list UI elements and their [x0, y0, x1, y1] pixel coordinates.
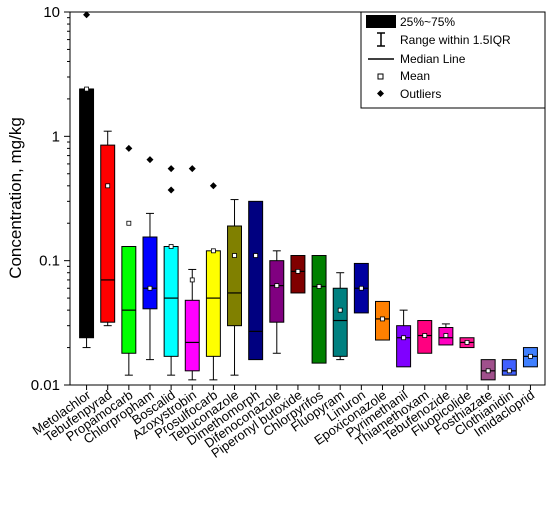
box-thiamethoxam	[417, 320, 433, 354]
box-clothianidin	[501, 359, 517, 376]
mean-marker	[84, 86, 89, 92]
outlier-point	[209, 182, 217, 190]
box-epoxiconazole	[375, 300, 390, 341]
mean-marker	[168, 244, 174, 249]
mean-marker	[253, 253, 259, 258]
legend-mean-label: Mean	[400, 69, 430, 83]
legend-box-label: 25%~75%	[400, 15, 455, 29]
mean-marker	[443, 333, 449, 338]
mean-marker	[126, 220, 132, 226]
mean-marker	[105, 183, 111, 189]
y-tick-label: 1	[52, 128, 60, 145]
mean-marker	[295, 268, 301, 274]
box-fluopicolide	[459, 337, 475, 349]
mean-marker	[422, 333, 428, 338]
iqr-box	[290, 255, 306, 294]
outlier-point	[167, 186, 175, 194]
mean-marker	[189, 277, 195, 283]
mean-marker	[316, 284, 322, 289]
outlier-point	[188, 165, 196, 173]
box-difenoconazole	[269, 250, 285, 354]
legend-mean-swatch	[377, 73, 384, 80]
box-imidacloprid	[522, 347, 538, 368]
box-prosulfocarb	[205, 182, 221, 381]
legend-outlier-swatch	[377, 90, 384, 97]
box-chlorpyrifos	[311, 255, 327, 364]
iqr-box	[396, 325, 412, 368]
iqr-box	[269, 260, 285, 323]
mean-marker	[401, 335, 407, 341]
mean-marker	[506, 368, 512, 374]
outlier-point	[83, 11, 91, 19]
legend-outlier-label: Outliers	[400, 87, 441, 101]
legend: 25%~75% Range within 1.5IQR Median Line …	[360, 11, 546, 109]
legend-box-swatch	[366, 15, 396, 28]
box-pyrimethanil	[396, 309, 412, 368]
plot-frame	[69, 11, 546, 386]
box-tebufenozide	[438, 323, 454, 346]
mean-marker	[464, 340, 470, 345]
box-chlorpropham	[142, 156, 158, 361]
box-boscalid	[163, 165, 179, 376]
box-fluopyram	[332, 272, 348, 361]
mean-marker	[337, 307, 343, 313]
box-piperonyl-butoxide	[290, 255, 306, 294]
box-metolachlor	[79, 11, 95, 349]
mean-marker	[358, 285, 364, 291]
box-linuron	[353, 262, 369, 314]
y-tick-label: 0.01	[31, 377, 60, 394]
box-fosthiazate	[480, 359, 496, 381]
iqr-box	[163, 245, 179, 357]
mean-marker	[380, 316, 385, 322]
y-axis-title: Concentration, mg/kg	[6, 117, 25, 279]
outlier-point	[125, 144, 133, 152]
outlier-point	[146, 156, 154, 164]
iqr-box	[121, 245, 137, 354]
iqr-box	[311, 255, 327, 364]
mean-marker	[232, 253, 237, 258]
legend-median-label: Median Line	[400, 52, 466, 66]
legend-range-label: Range within 1.5IQR	[400, 33, 511, 47]
y-tick-label: 0.1	[39, 253, 60, 270]
mean-marker	[210, 248, 216, 254]
box-tebuconazole	[227, 199, 242, 376]
iqr-box	[332, 287, 348, 357]
box-azoxystrobin	[184, 165, 200, 381]
mean-marker	[274, 283, 280, 289]
box-propamocarb	[121, 144, 137, 376]
legend-range-swatch	[377, 32, 385, 47]
iqr-box	[205, 250, 221, 357]
mean-marker	[485, 368, 491, 374]
y-tick-label: 10	[43, 4, 60, 21]
box-dimethomorph	[248, 200, 264, 361]
iqr-box	[142, 236, 158, 310]
iqr-box	[79, 88, 95, 339]
iqr-box	[184, 299, 200, 372]
mean-marker	[528, 353, 533, 359]
iqr-box	[100, 144, 116, 323]
plot-area	[79, 11, 538, 381]
mean-marker	[147, 285, 153, 291]
iqr-box	[248, 200, 264, 361]
box-tebufenpyrad	[100, 130, 116, 327]
outlier-point	[167, 165, 175, 173]
iqr-box	[227, 225, 242, 327]
